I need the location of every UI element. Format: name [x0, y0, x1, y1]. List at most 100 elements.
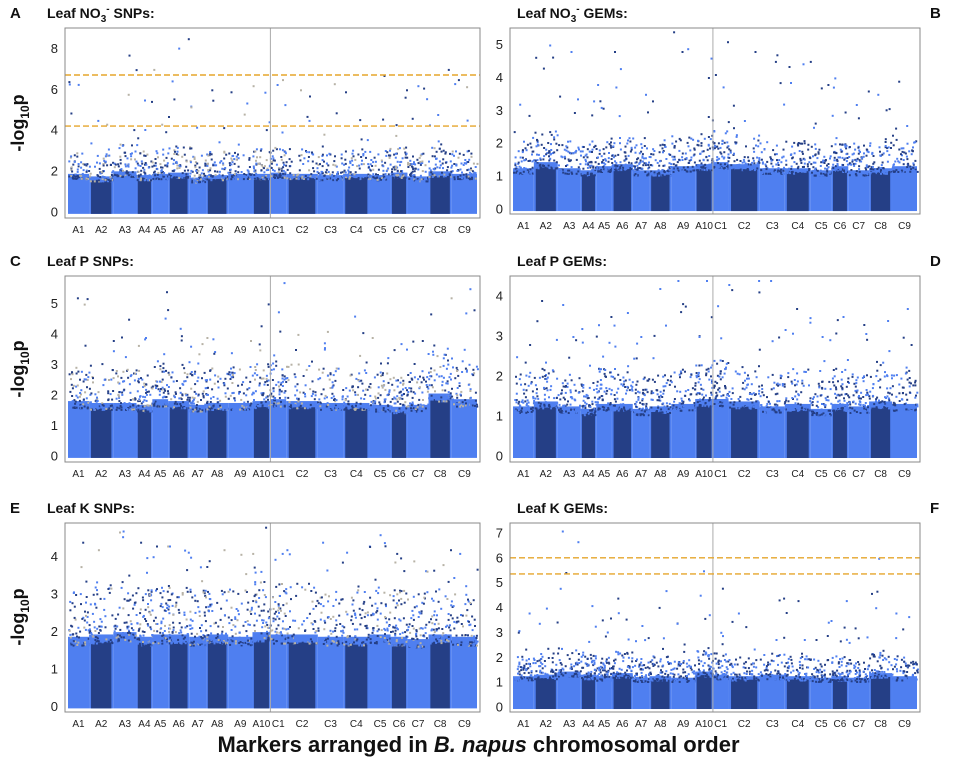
- data-point: [183, 367, 186, 370]
- data-point: [417, 179, 420, 182]
- data-point: [264, 400, 267, 403]
- data-point: [619, 142, 621, 145]
- data-point: [714, 380, 717, 383]
- data-point: [423, 178, 426, 181]
- data-point: [848, 174, 851, 177]
- data-point: [369, 177, 372, 180]
- data-point: [186, 393, 189, 396]
- data-point: [129, 175, 131, 178]
- data-point: [107, 148, 110, 151]
- data-point: [170, 176, 173, 179]
- data-point: [554, 130, 557, 133]
- data-point: [522, 388, 525, 391]
- data-point: [679, 139, 682, 142]
- data-point: [326, 176, 329, 179]
- data-point: [297, 398, 300, 401]
- data-point: [296, 383, 299, 386]
- data-point: [799, 172, 802, 175]
- data-point: [543, 398, 546, 401]
- data-point: [821, 161, 824, 164]
- data-point: [822, 159, 825, 162]
- data-point: [723, 372, 726, 375]
- data-point: [605, 159, 607, 162]
- data-point: [636, 173, 639, 176]
- data-point: [799, 142, 802, 145]
- data-point: [694, 404, 697, 407]
- data-point: [517, 172, 519, 175]
- data-point: [155, 150, 158, 153]
- data-point: [469, 390, 472, 392]
- data-point: [519, 166, 522, 169]
- chromosome-C5-points: [369, 75, 392, 214]
- data-point: [293, 373, 296, 376]
- data-point: [127, 376, 130, 379]
- y-tick-label: 5: [496, 37, 503, 52]
- data-point: [207, 170, 210, 173]
- data-point: [697, 139, 699, 142]
- data-point: [168, 116, 170, 118]
- data-point: [448, 396, 451, 399]
- data-point: [845, 160, 848, 163]
- data-point: [254, 150, 257, 153]
- data-point: [519, 405, 522, 408]
- data-point: [687, 389, 690, 391]
- data-point: [85, 164, 88, 167]
- data-point: [163, 370, 166, 373]
- data-point: [151, 165, 154, 168]
- data-point: [218, 173, 221, 176]
- data-point: [526, 170, 528, 173]
- data-point: [322, 367, 325, 370]
- data-point: [427, 387, 430, 390]
- data-point: [225, 408, 228, 411]
- data-point: [103, 378, 106, 381]
- data-point: [334, 400, 337, 403]
- data-point: [411, 378, 414, 381]
- data-point: [472, 374, 475, 377]
- data-point: [880, 167, 883, 169]
- data-point: [388, 154, 391, 157]
- data-point: [329, 372, 332, 375]
- data-point: [173, 395, 176, 398]
- data-point: [609, 407, 612, 410]
- data-point: [214, 170, 216, 173]
- data-point: [534, 131, 537, 134]
- data-point: [550, 133, 553, 136]
- data-point: [597, 162, 600, 165]
- data-point: [139, 408, 142, 411]
- data-point: [453, 403, 455, 406]
- chromosome-label-A5: A5: [598, 221, 611, 232]
- data-point: [452, 366, 454, 369]
- data-point: [421, 391, 424, 394]
- data-point: [184, 177, 187, 179]
- data-point: [321, 155, 324, 157]
- data-point: [459, 393, 462, 396]
- y-tick-label: 1: [51, 418, 58, 433]
- data-point: [743, 160, 746, 163]
- data-point: [74, 402, 77, 405]
- data-point: [571, 409, 574, 412]
- data-point: [384, 173, 387, 176]
- data-point: [710, 57, 713, 60]
- data-point: [556, 401, 559, 404]
- data-point: [255, 159, 257, 162]
- data-point: [725, 166, 728, 168]
- data-point: [524, 383, 527, 386]
- data-point: [695, 374, 698, 377]
- data-point: [115, 372, 118, 375]
- data-point: [813, 174, 816, 177]
- data-point: [672, 163, 675, 166]
- data-point: [348, 177, 351, 180]
- data-point: [775, 153, 778, 156]
- data-point: [405, 146, 408, 149]
- data-point: [633, 165, 636, 168]
- data-point: [715, 159, 718, 162]
- data-point: [72, 406, 75, 409]
- data-point: [314, 391, 317, 394]
- data-point: [521, 156, 524, 159]
- data-point: [76, 396, 79, 399]
- data-point: [388, 390, 391, 393]
- data-point: [261, 406, 264, 409]
- data-point: [578, 377, 581, 380]
- data-point: [514, 408, 517, 411]
- data-point: [640, 336, 643, 338]
